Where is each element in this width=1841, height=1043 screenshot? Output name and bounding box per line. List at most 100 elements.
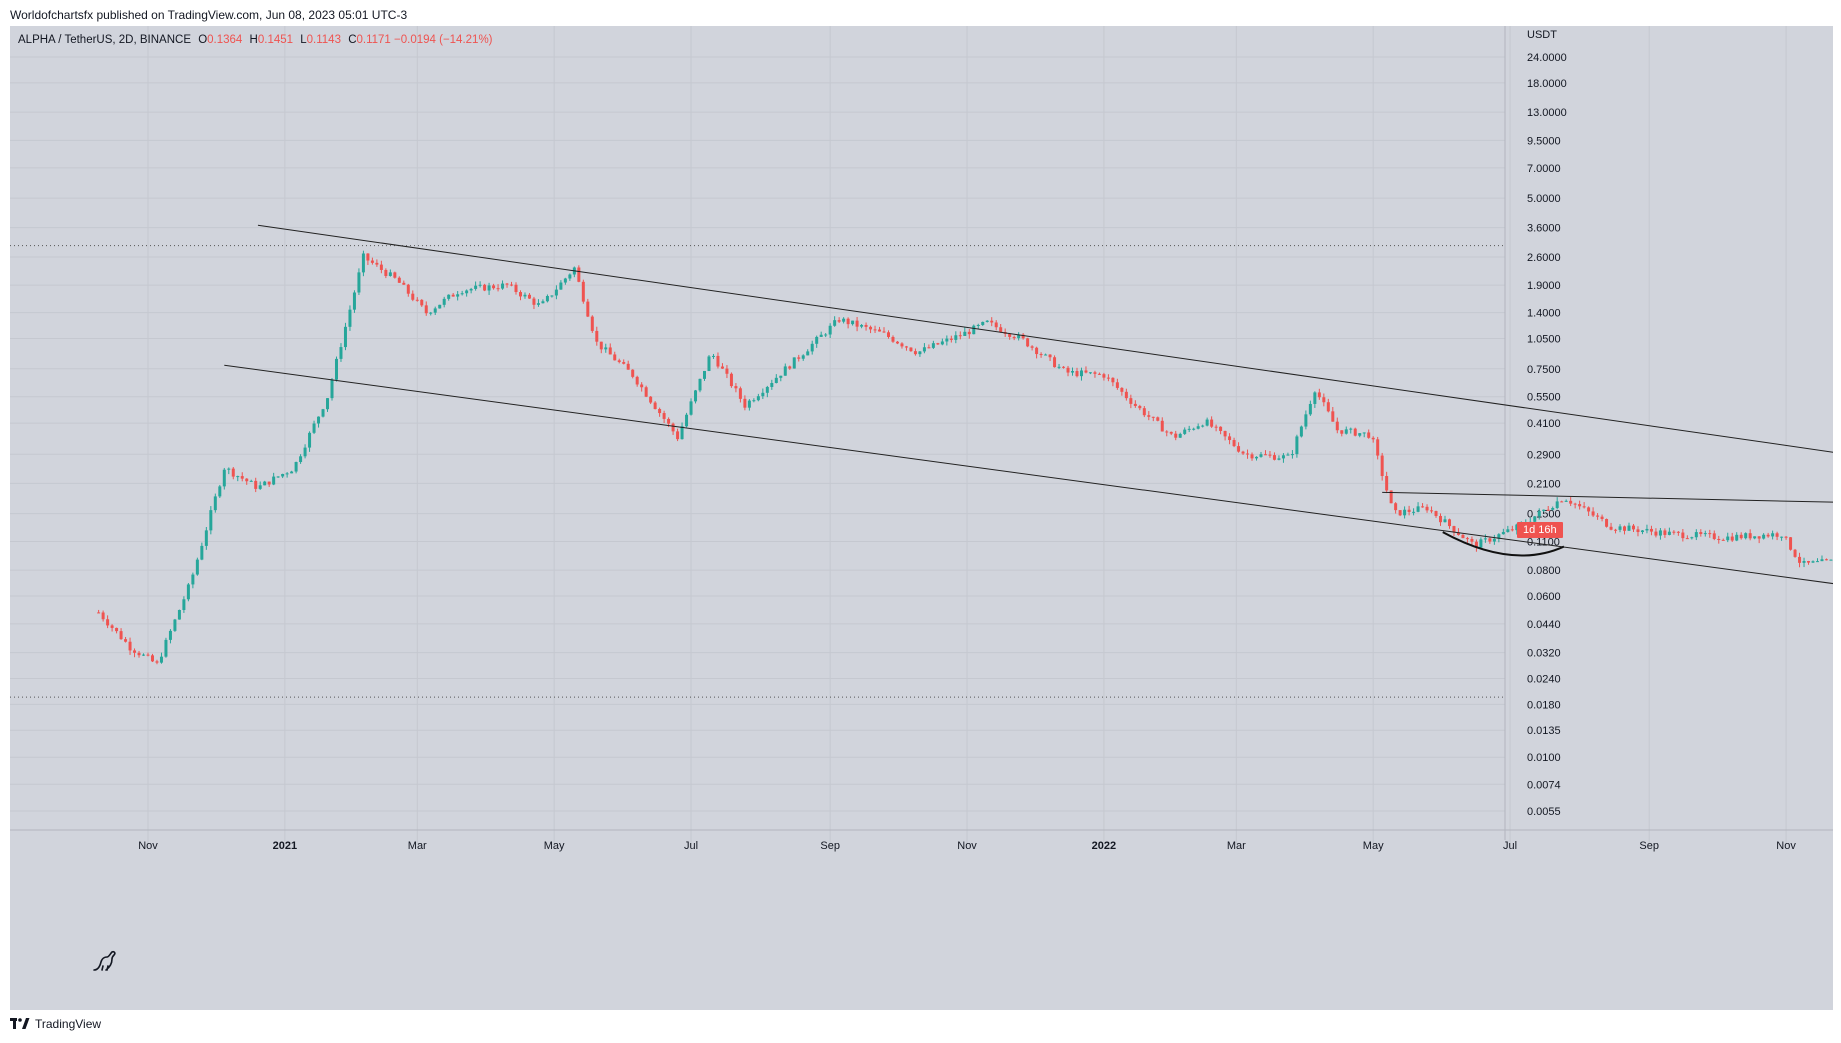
candle-body <box>842 318 846 322</box>
candle-body <box>245 478 249 482</box>
candle-body <box>200 545 204 560</box>
candle-body <box>689 401 693 415</box>
candle-body <box>1196 426 1200 429</box>
candle-body <box>963 331 967 336</box>
y-tick-label: 0.7500 <box>1527 364 1561 376</box>
candle-body <box>424 305 428 314</box>
candle-body <box>370 260 374 263</box>
candle-body <box>133 650 137 653</box>
candle-body <box>97 612 101 614</box>
candle-body <box>644 387 648 397</box>
candle-body <box>1712 533 1716 539</box>
candle-body <box>545 295 549 302</box>
candle-body <box>1106 377 1110 379</box>
candle-body <box>456 294 460 297</box>
candle-body <box>617 360 621 363</box>
candle-body <box>680 426 684 440</box>
candle-body <box>904 346 908 348</box>
candle-body <box>272 476 276 485</box>
candle-body <box>483 284 487 291</box>
candle-body <box>1416 506 1420 512</box>
tradingview-brand[interactable]: TradingView <box>10 1017 101 1031</box>
candle-body <box>685 414 689 427</box>
candle-body <box>1501 532 1505 535</box>
candle-body <box>1690 537 1694 539</box>
candle-body <box>586 301 590 317</box>
candle-body <box>981 321 985 325</box>
candle-body <box>1228 436 1232 441</box>
trendline-1 <box>224 364 1833 585</box>
candle-body <box>343 326 347 348</box>
candle-body <box>738 388 742 399</box>
candle-body <box>1676 531 1680 533</box>
candle-body <box>397 277 401 283</box>
candle-body <box>1780 536 1784 538</box>
candle-body <box>1492 538 1496 542</box>
candle-body <box>1443 519 1447 523</box>
candle-body <box>1573 503 1577 505</box>
candle-body <box>1053 357 1057 368</box>
candle-body <box>1340 430 1344 434</box>
candle-body <box>1403 509 1407 516</box>
candle-body <box>590 316 594 331</box>
candle-body <box>599 341 603 350</box>
candle-body <box>1151 416 1155 418</box>
chart-area[interactable]: 24.0000 18.0000 13.0000 9.5000 7.0000 5.0000 3… <box>10 26 1833 1010</box>
price-chart[interactable]: 24.0000 18.0000 13.0000 9.5000 7.0000 5.0000 3… <box>10 26 1833 1010</box>
candle-body <box>1667 531 1671 535</box>
x-tick-label: Mar <box>1227 840 1246 852</box>
candle-body <box>1380 455 1384 477</box>
y-tick-label: 24.0000 <box>1527 52 1567 64</box>
candle-body <box>1299 426 1303 437</box>
candle-body <box>1012 336 1016 339</box>
candle-body <box>806 351 810 356</box>
candle-body <box>191 574 195 585</box>
candle-body <box>1681 532 1685 539</box>
legend-low-value: 0.1143 <box>306 34 341 46</box>
candle-body <box>747 400 751 408</box>
candle-body <box>357 272 361 293</box>
candle-body <box>510 284 514 286</box>
candle-body <box>694 390 698 402</box>
candle-body <box>554 289 558 296</box>
candle-body <box>204 530 208 546</box>
candle-body <box>1685 538 1689 540</box>
candle-body <box>1097 373 1101 375</box>
candle-body <box>1344 429 1348 434</box>
y-tick-label: 5.0000 <box>1527 193 1561 205</box>
candle-body <box>756 396 760 401</box>
candle-body <box>649 396 653 403</box>
candle-body <box>1308 403 1312 415</box>
candle-body <box>1039 354 1043 356</box>
candle-body <box>1708 533 1712 535</box>
candle-body <box>334 358 338 380</box>
candle-body <box>227 468 231 470</box>
y-tick-label: 0.5500 <box>1527 392 1561 404</box>
candle-body <box>967 331 971 335</box>
candle-body <box>164 639 168 657</box>
candle-body <box>115 627 119 632</box>
legend-open-label: O <box>198 34 208 46</box>
candle-body <box>168 630 172 640</box>
candle-body <box>1066 367 1070 373</box>
candle-body <box>352 292 356 310</box>
candle-body <box>146 654 150 656</box>
candle-body <box>676 431 680 440</box>
candle-body <box>1142 408 1146 416</box>
candle-body <box>1555 501 1559 509</box>
candle-body <box>1362 432 1366 434</box>
candle-body <box>1169 431 1173 434</box>
candle-body <box>366 253 370 261</box>
candle-body <box>613 354 617 361</box>
candle-body <box>608 347 612 355</box>
candle-body <box>909 347 913 352</box>
candle-body <box>1649 528 1653 532</box>
candle-body <box>662 413 666 419</box>
candle-body <box>1021 334 1025 339</box>
dino-icon[interactable] <box>92 948 118 974</box>
candle-body <box>577 267 581 282</box>
candle-body <box>1407 509 1411 512</box>
candle-body <box>290 471 294 474</box>
candle-body <box>1165 431 1169 433</box>
candle-body <box>1807 561 1811 563</box>
